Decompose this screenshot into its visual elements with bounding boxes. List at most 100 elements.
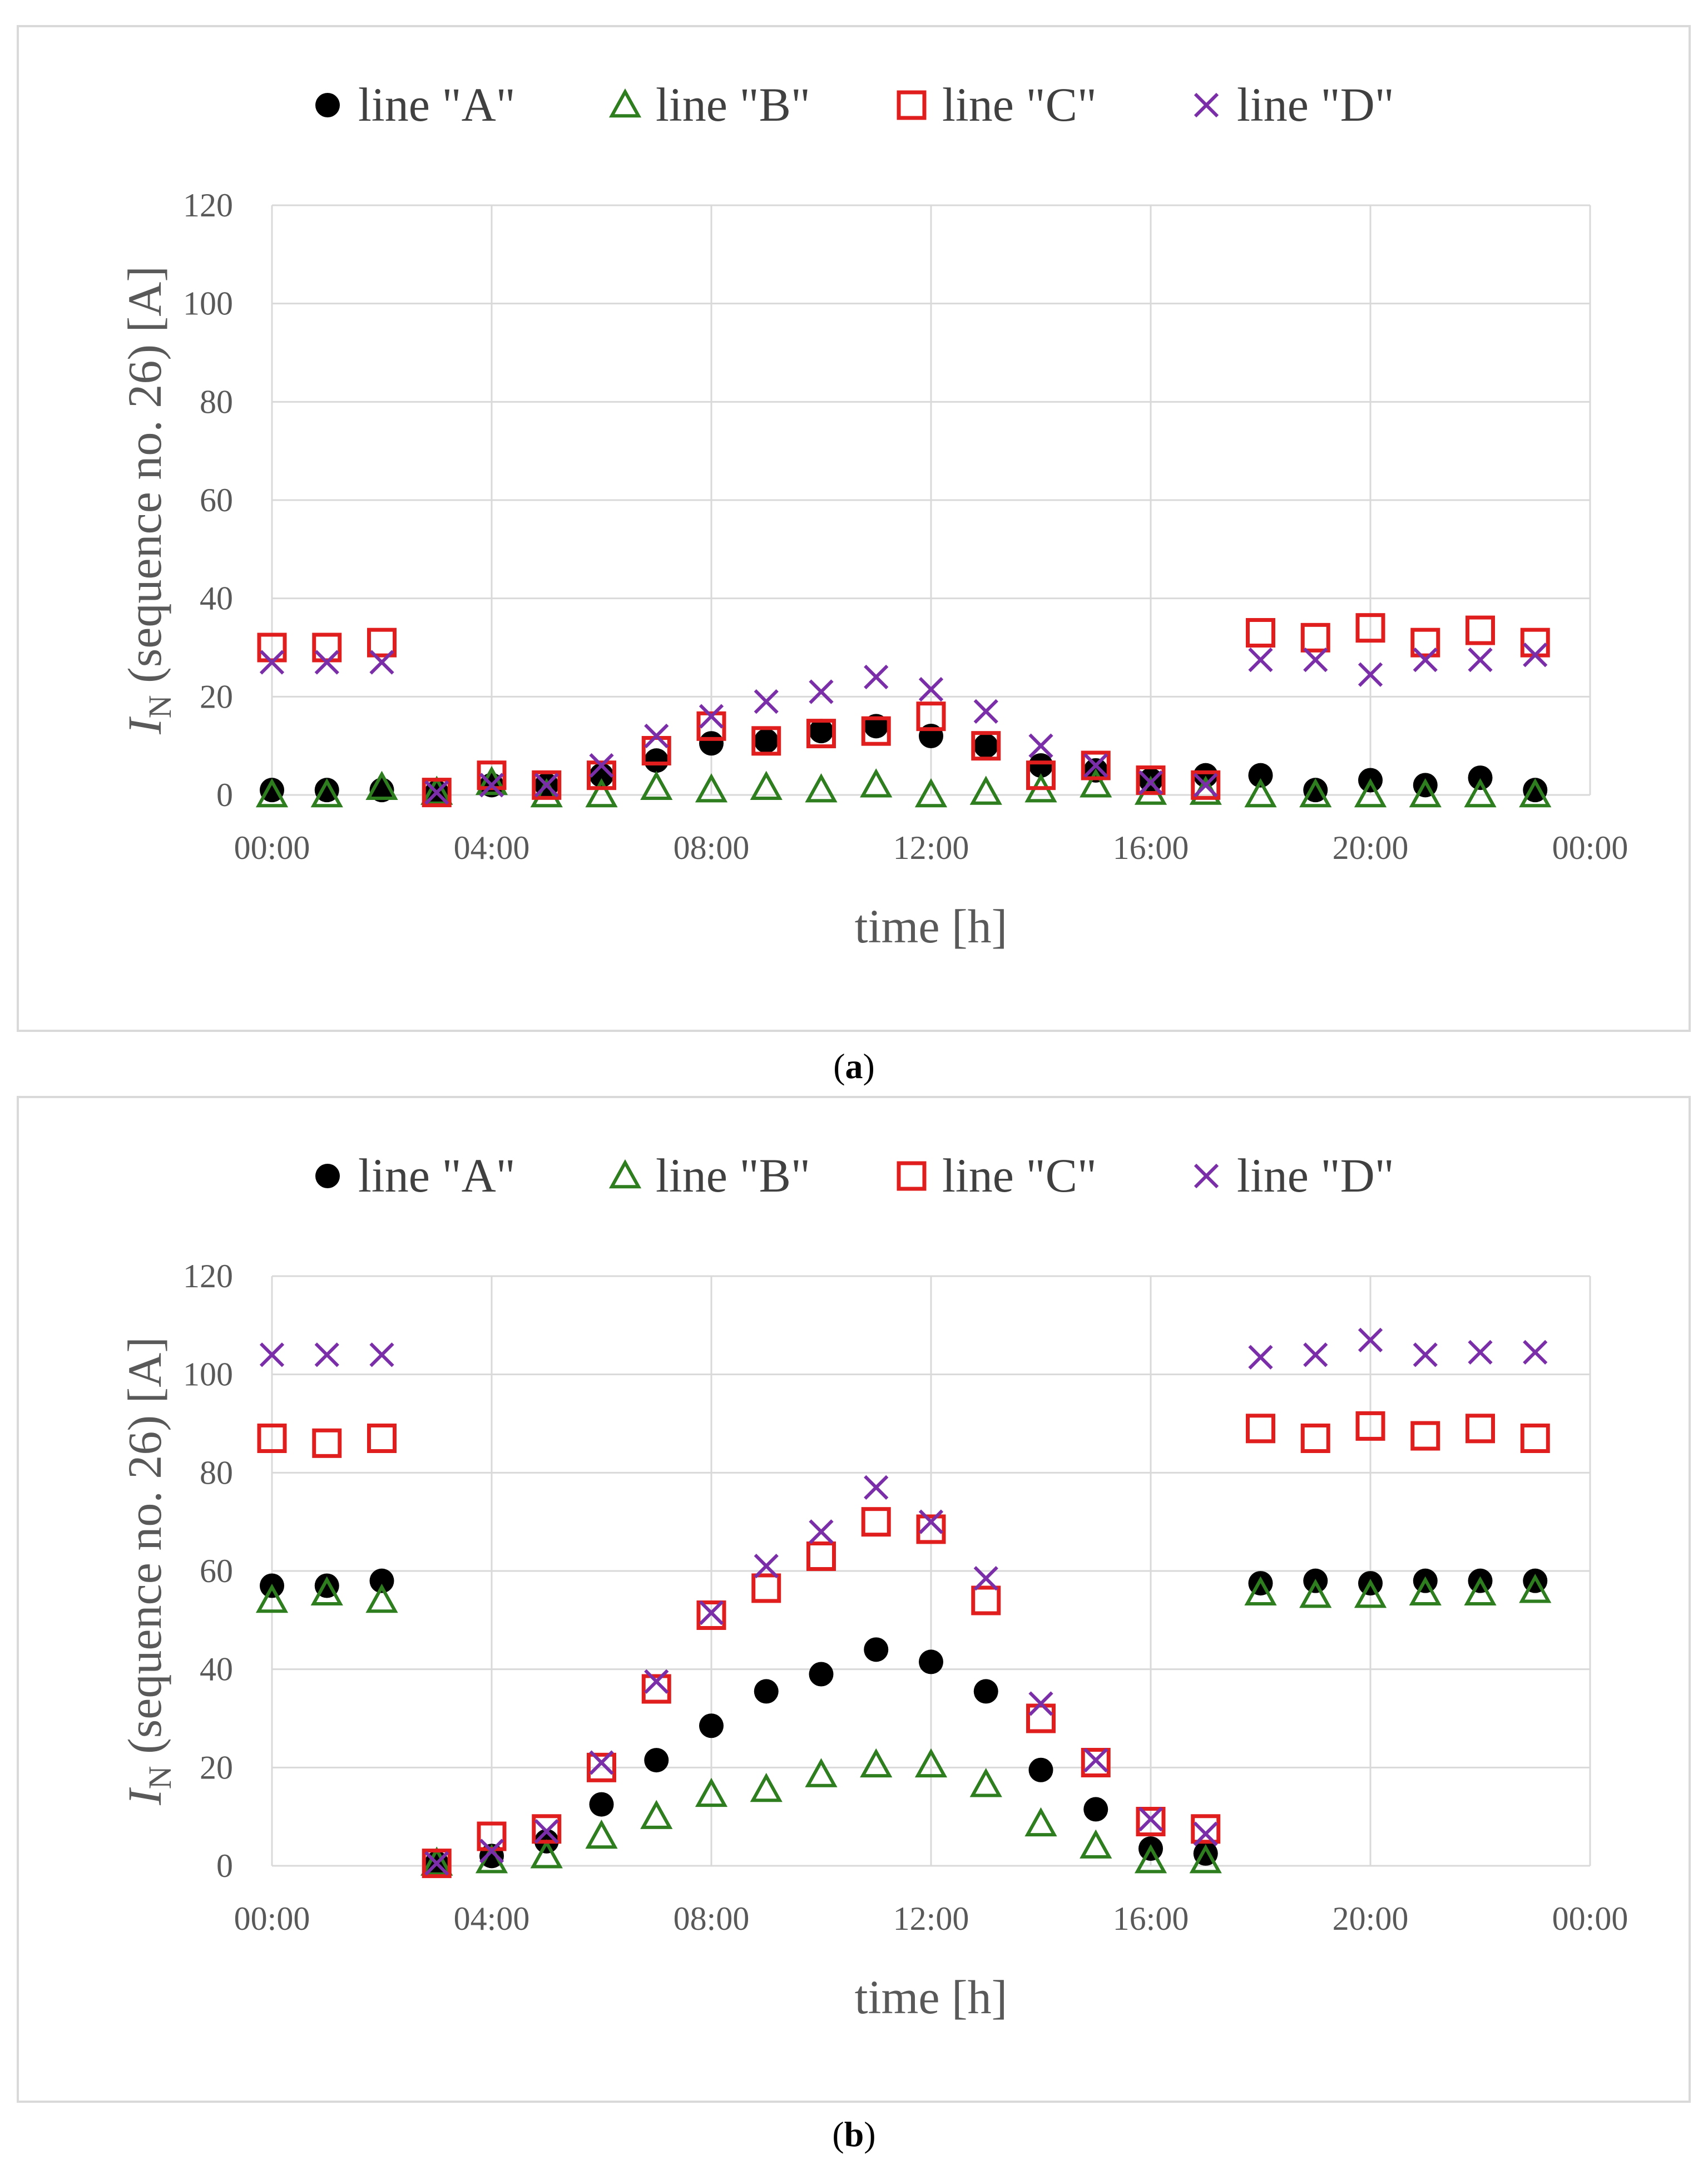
chart-a-xtick-label-4: 16:00 (1113, 829, 1189, 866)
chart-a-series-0-point-18 (1248, 763, 1273, 788)
chart-a-series-2 (257, 613, 1550, 808)
chart-a-y-axis-title-main: I (118, 717, 171, 735)
chart-a-series-3-point-19-stroke-2 (1303, 647, 1328, 673)
chart-b-series-2-point-14 (1026, 1703, 1056, 1733)
chart-a-series-0-point-19 (1303, 778, 1328, 803)
chart-b-series-0-point-6 (589, 1792, 614, 1817)
chart-b-series-1-point-8 (695, 1777, 728, 1807)
chart-a-series-3-point-17-stroke-2 (1193, 773, 1218, 798)
chart-a-series-3-point-23 (1523, 643, 1548, 668)
chart-a-series-1-point-9 (750, 770, 783, 800)
chart-b-series-1-point-11 (860, 1748, 893, 1778)
chart-b-series-2-point-13 (971, 1585, 1001, 1615)
chart-b-series-3-point-15-stroke-2 (1083, 1747, 1108, 1773)
chart-a-xtick-label-6: 00:00 (1552, 829, 1628, 866)
chart-b-series-3-point-4-stroke-2 (479, 1839, 504, 1864)
chart-a-series-2-point-13 (971, 731, 1001, 761)
chart-b-series-3-point-7-stroke-2 (644, 1669, 669, 1694)
chart-a-series-3-point-12-stroke-2 (918, 676, 944, 702)
chart-a-series-1-point-12 (914, 778, 948, 808)
chart-b-series-2-point-8 (696, 1600, 726, 1630)
chart-a-legend-item-1: line "B" (608, 78, 810, 131)
chart-a-series-3-point-20 (1358, 662, 1383, 687)
chart-a-series-3-point-22-stroke-2 (1468, 647, 1493, 673)
chart-b-series-1-point-16 (1134, 1844, 1167, 1874)
chart-a-series-3-point-20-stroke-2 (1358, 662, 1383, 687)
chart-a-series-3-point-8-stroke-2 (699, 704, 724, 729)
chart-a-series-1-point-10 (805, 773, 838, 803)
chart-b-legend-item-0: line "A" (315, 1149, 516, 1202)
chart-b-legend-label-0: line "A" (358, 1149, 516, 1202)
chart-a-legend-label-1: line "B" (656, 78, 810, 131)
chart-a-series-3-point-3 (424, 780, 449, 805)
chart-b-series-0-point-12 (919, 1649, 943, 1674)
chart-b-series-0-point-8 (699, 1713, 724, 1738)
chart-a-svg: line "A" line "B" line "C" line "D" 0 20 40 60 8… (118, 78, 1628, 953)
chart-a-series-3-point-5 (534, 773, 559, 798)
chart-b-series-1-point-14 (1024, 1807, 1057, 1837)
chart-b-series-3-point-10-stroke-2 (809, 1519, 834, 1544)
chart-b-series-2-point-19 (1300, 1424, 1330, 1453)
chart-b-series-0-point-7 (644, 1748, 669, 1773)
chart-b-series-3-point-1-stroke-2 (314, 1342, 339, 1367)
chart-a-series-3-point-4-stroke-2 (479, 773, 504, 798)
chart-b-legend-label-2: line "C" (942, 1149, 1097, 1202)
chart-a-series-3-point-6-stroke-2 (589, 753, 614, 778)
chart-a-ytick-label-5: 100 (183, 285, 233, 322)
chart-b-series-2 (257, 1411, 1550, 1879)
chart-a-legend-item-3: line "D" (1194, 78, 1394, 131)
chart-a-series-2-point-10 (806, 719, 836, 749)
chart-b-series-0-point-15 (1083, 1797, 1108, 1822)
chart-a-series-1-point-2 (365, 770, 398, 800)
chart-a-series-2-point-14 (1026, 760, 1056, 790)
chart-a-series-1-point-21 (1409, 778, 1442, 808)
chart-b-series-3-point-1 (314, 1342, 339, 1367)
chart-a-series-0-point-13 (973, 733, 998, 758)
chart-a-series-1-point-20 (1354, 778, 1387, 808)
chart-a-series-0-point-22 (1468, 765, 1493, 790)
chart-a-series-3-point-9-stroke-2 (754, 689, 779, 714)
chart-b-legend-item-2: line "C" (897, 1149, 1097, 1202)
chart-a-series-3-point-12 (918, 676, 944, 702)
chart-b-svg: line "A" line "B" line "C" line "D" 0 20 40 60 8… (118, 1149, 1628, 2024)
chart-b-series-2-point-1 (312, 1428, 342, 1458)
chart-a-series-2-point-19 (1300, 622, 1330, 653)
chart-b-ytick-label-0: 0 (216, 1847, 233, 1884)
chart-b-series-2-point-15 (1081, 1748, 1111, 1777)
chart-a-xtick-label-5: 20:00 (1333, 829, 1409, 866)
chart-b-series-3-point-16-stroke-2 (1138, 1806, 1164, 1832)
chart-a-series-3-point-23-stroke-2 (1523, 643, 1548, 668)
chart-b-series-3-point-20-stroke-2 (1358, 1327, 1383, 1352)
chart-a-xtick-label-3: 12:00 (893, 829, 969, 866)
chart-b-ytick-label-1: 20 (200, 1749, 233, 1786)
chart-a-legend-marker-1 (608, 88, 642, 118)
chart-b-legend-marker-3-stroke-2 (1194, 1163, 1219, 1189)
chart-a-series-3-point-16-stroke-2 (1138, 770, 1164, 795)
chart-panel-a: line "A" line "B" line "C" line "D" 0 20 40 60 8… (17, 25, 1691, 1032)
chart-a-series-2-point-23 (1520, 627, 1550, 658)
chart-a-y-axis-title: IN (sequence no. 26) [A] (118, 266, 178, 735)
chart-b-series-0 (260, 1568, 1548, 1876)
chart-b-series-3-point-6-stroke-2 (589, 1750, 614, 1775)
chart-b-series-3-point-2-stroke-2 (369, 1342, 394, 1367)
chart-b-series-3-point-0-stroke-2 (259, 1342, 285, 1367)
chart-b-series-3-point-9-stroke-2 (754, 1554, 779, 1579)
chart-b-series-0-point-10 (809, 1662, 834, 1687)
chart-a-xtick-label-1: 04:00 (454, 829, 530, 866)
chart-a-series-2-point-22 (1466, 615, 1495, 645)
chart-a-series-0-point-14 (1028, 753, 1053, 778)
chart-a-series-2-point-16 (1136, 765, 1166, 795)
chart-a-series-3-point-19 (1303, 647, 1328, 673)
chart-b-xtick-label-2: 08:00 (674, 1900, 750, 1937)
chart-a-series-3-point-1-stroke-2 (314, 650, 339, 675)
chart-b-series-3-point-17-stroke-2 (1193, 1821, 1218, 1846)
chart-b-series-1-point-21 (1409, 1576, 1442, 1605)
chart-b-series-3-point-11 (864, 1475, 889, 1500)
chart-b-series-2-point-22 (1466, 1414, 1495, 1444)
chart-a-series-1-point-3 (420, 775, 453, 805)
chart-b-series-1-point-20 (1354, 1578, 1387, 1608)
chart-a-series-0-point-10 (809, 719, 834, 744)
chart-a-series-1-point-8 (695, 773, 728, 803)
chart-a-ytick-label-1: 20 (200, 678, 233, 715)
chart-b-series-3-point-7 (644, 1669, 669, 1694)
